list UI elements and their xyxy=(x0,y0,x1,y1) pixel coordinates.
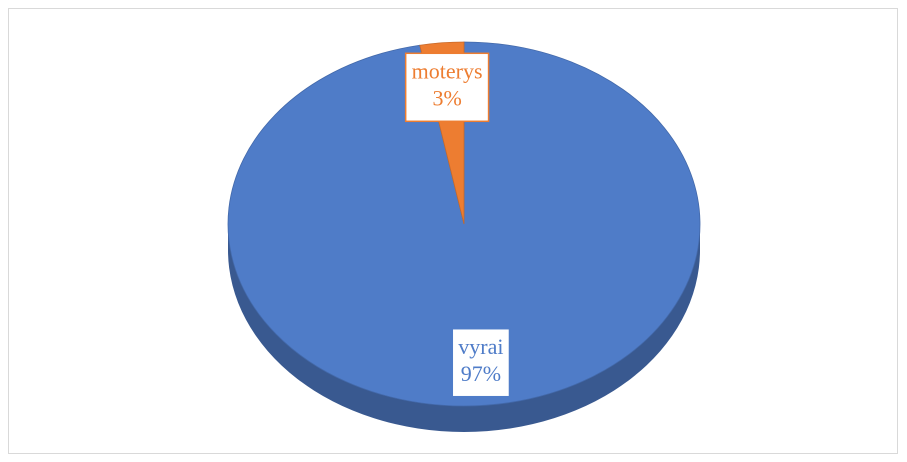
data-label-box xyxy=(451,327,511,398)
value-label: 3% xyxy=(432,85,461,110)
category-label: vyrai xyxy=(458,334,503,359)
value-label: 97% xyxy=(461,361,501,386)
category-label: moterys xyxy=(412,58,483,83)
data-label-box xyxy=(404,52,490,123)
